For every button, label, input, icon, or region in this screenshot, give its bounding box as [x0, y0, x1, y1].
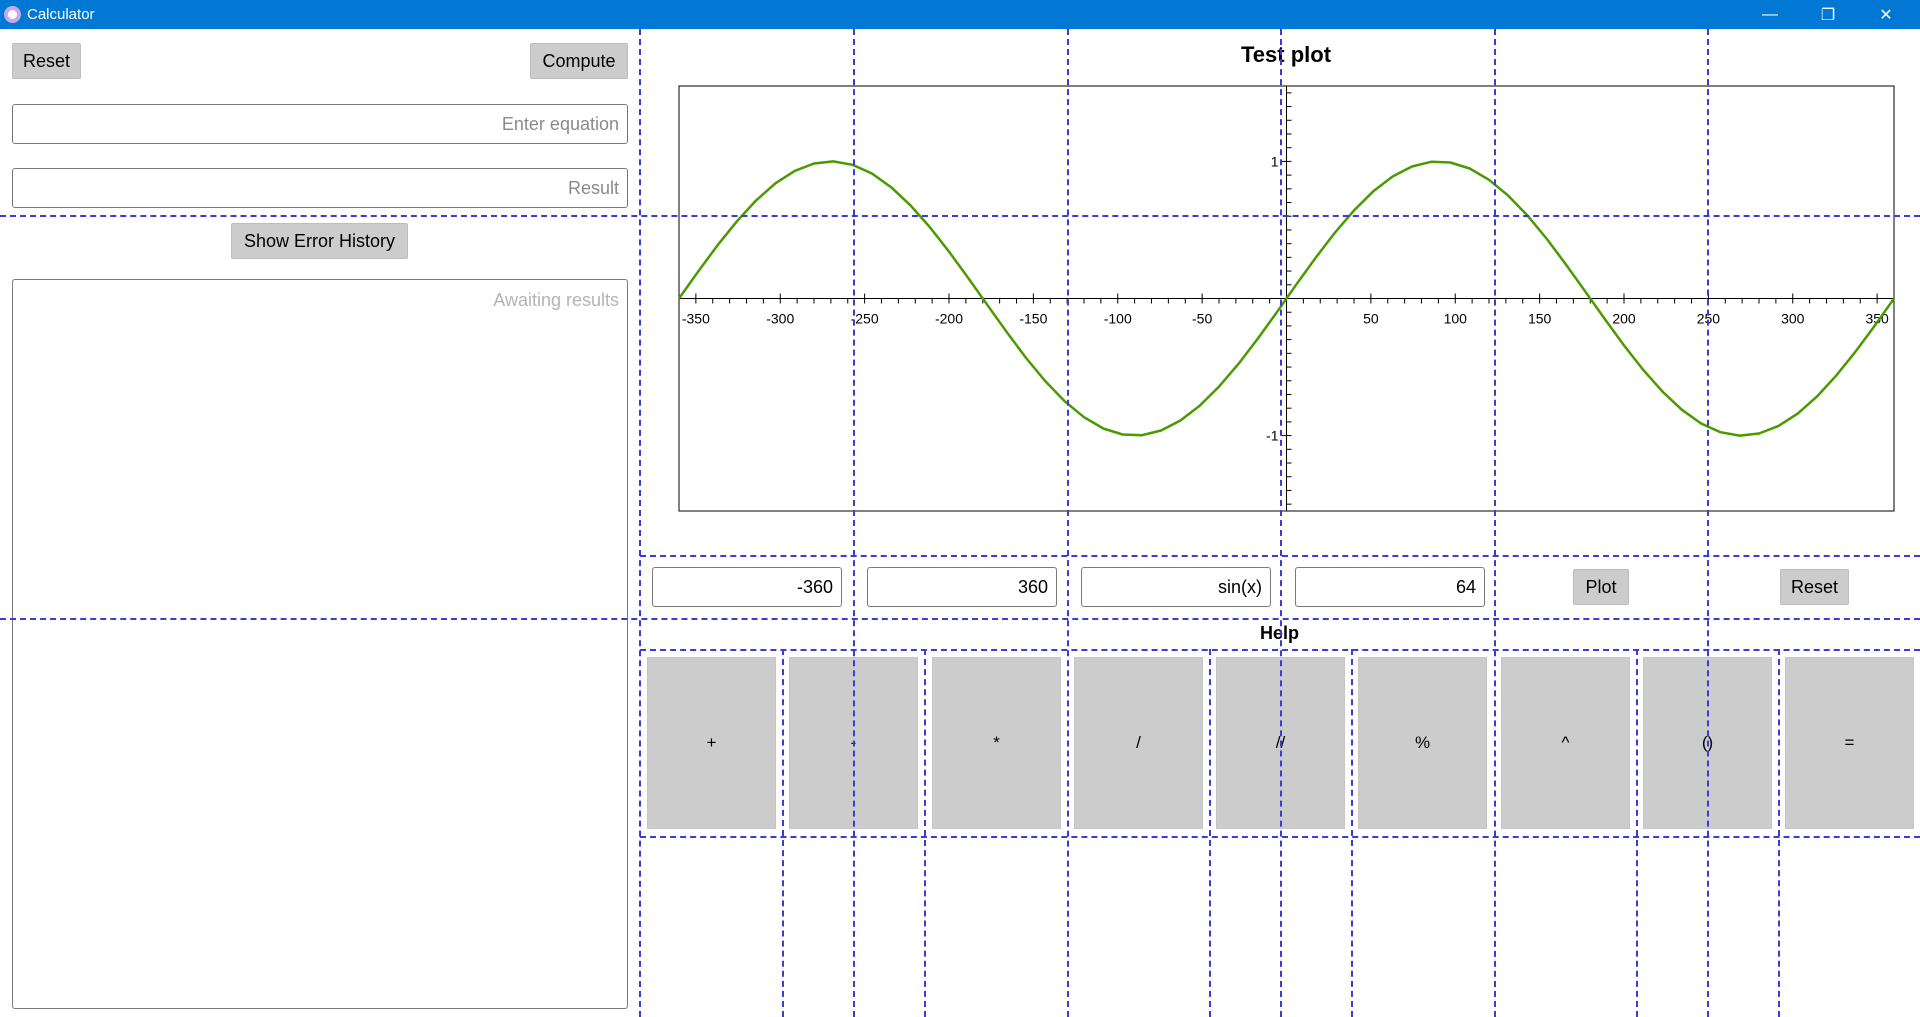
x-tick-label: 150	[1528, 311, 1552, 327]
title-bar: Calculator — ❐ ✕	[0, 0, 1920, 29]
guide-line	[853, 29, 855, 1017]
guide-line	[1067, 29, 1069, 1017]
key-plus[interactable]: +	[647, 657, 776, 829]
equation-input[interactable]	[12, 104, 628, 144]
x-tick-label: -250	[851, 311, 879, 327]
show-error-history-button[interactable]: Show Error History	[231, 223, 408, 259]
x-tick-label: 200	[1612, 311, 1636, 327]
guide-line	[0, 618, 1920, 620]
plot-reset-button[interactable]: Reset	[1780, 569, 1849, 605]
reset-button[interactable]: Reset	[12, 43, 81, 79]
guide-line	[0, 215, 1920, 217]
window-title: Calculator	[27, 6, 95, 23]
x-tick-label: -200	[935, 311, 963, 327]
plot-title: Test plot	[1241, 42, 1332, 67]
close-icon[interactable]: ✕	[1879, 6, 1893, 24]
x-min-input[interactable]	[652, 567, 842, 607]
guide-line	[639, 29, 641, 1017]
results-placeholder: Awaiting results	[493, 290, 619, 310]
x-tick-label: 100	[1444, 311, 1468, 327]
sine-curve	[677, 160, 1896, 437]
key-modulo[interactable]: %	[1358, 657, 1487, 829]
minimize-icon[interactable]: —	[1762, 5, 1778, 23]
x-tick-label: -150	[1019, 311, 1047, 327]
x-tick-label: 50	[1363, 311, 1379, 327]
x-tick-label: -350	[682, 311, 710, 327]
plot-button[interactable]: Plot	[1573, 569, 1629, 605]
results-area[interactable]: Awaiting results	[12, 279, 628, 1009]
guide-line	[1636, 649, 1638, 1017]
x-tick-label: -300	[766, 311, 794, 327]
key-power[interactable]: ^	[1501, 657, 1630, 829]
guide-line	[924, 649, 926, 1017]
guide-line	[1494, 29, 1496, 1017]
guide-line	[1280, 29, 1282, 1017]
guide-line	[1778, 649, 1780, 1017]
guide-line	[1351, 649, 1353, 1017]
guide-line	[782, 649, 784, 1017]
x-tick-label: -50	[1192, 311, 1212, 327]
key-equals[interactable]: =	[1785, 657, 1914, 829]
points-input[interactable]	[1295, 567, 1485, 607]
function-input[interactable]	[1081, 567, 1271, 607]
guide-line	[1209, 649, 1211, 1017]
key-divide[interactable]: /	[1074, 657, 1203, 829]
key-multiply[interactable]: *	[932, 657, 1061, 829]
guide-line	[1707, 29, 1709, 1017]
app-icon	[4, 6, 21, 23]
compute-button[interactable]: Compute	[530, 43, 628, 79]
y-tick-label: -1	[1266, 428, 1279, 444]
restore-icon[interactable]: ❐	[1820, 6, 1836, 24]
x-tick-label: 300	[1781, 311, 1805, 327]
help-label: Help	[1260, 623, 1300, 643]
x-max-input[interactable]	[867, 567, 1057, 607]
x-tick-label: -100	[1104, 311, 1132, 327]
result-field[interactable]	[12, 168, 628, 208]
y-tick-label: 1	[1271, 153, 1279, 169]
